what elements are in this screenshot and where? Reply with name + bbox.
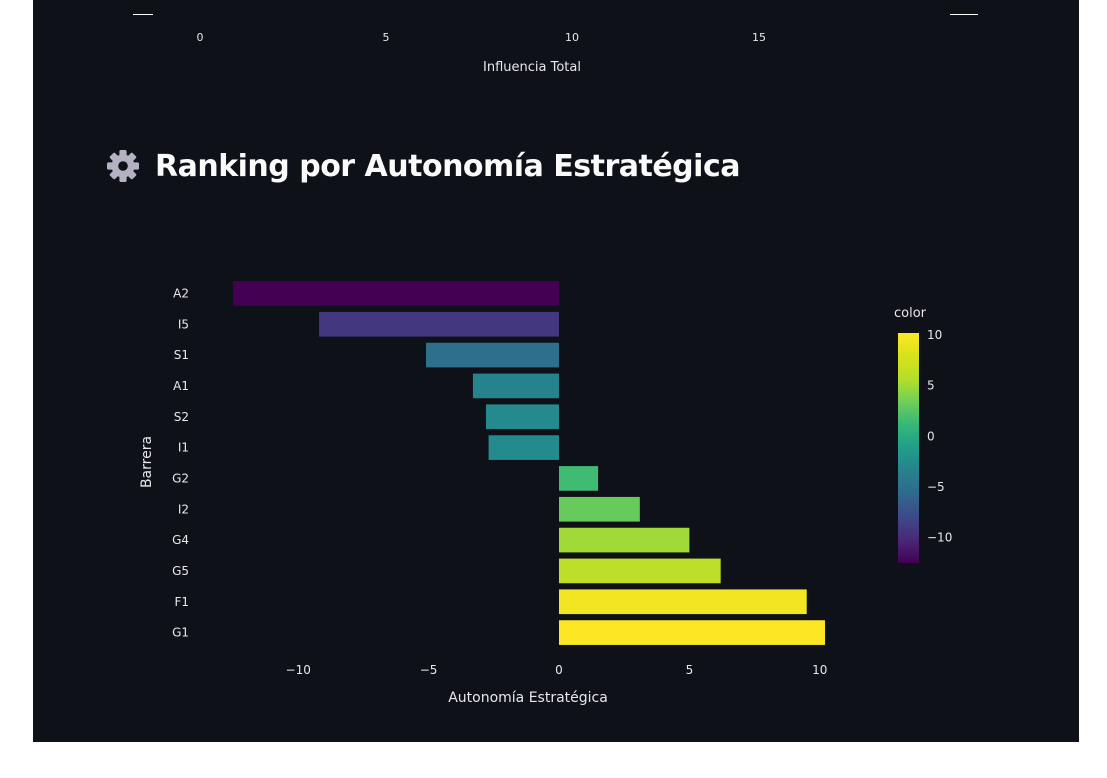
top-tick-label: 5: [383, 31, 390, 44]
bar-i2: [558, 496, 640, 522]
y-tick-label: G2: [172, 471, 189, 485]
x-tick-label: 0: [555, 663, 563, 677]
bar-i1: [488, 435, 559, 460]
bar-i5: [319, 311, 559, 337]
y-tick-label: S2: [174, 410, 189, 424]
x-tick-label: −5: [420, 663, 438, 677]
bar-g4: [558, 527, 690, 553]
y-axis-title: Barrera: [139, 436, 155, 488]
top-divider-left: [133, 14, 153, 15]
y-tick-label: G1: [172, 626, 189, 640]
bar-g2: [558, 466, 599, 491]
top-tick-label: 0: [197, 31, 204, 44]
y-tick-label: A1: [173, 379, 189, 393]
y-tick-label: I5: [178, 317, 189, 331]
top-divider-right: [950, 14, 978, 15]
top-tick-label: 15: [752, 31, 766, 44]
section-header: Ranking por Autonomía Estratégica: [105, 144, 740, 188]
y-tick-label: S1: [174, 348, 189, 362]
colorbar-tick-label: −5: [927, 480, 945, 494]
x-axis-title: Autonomía Estratégica: [448, 690, 608, 706]
top-axis-title: Influencia Total: [483, 60, 581, 75]
x-tick-label: 10: [812, 663, 827, 677]
y-tick-label: G4: [172, 533, 189, 547]
y-tick-label: I2: [178, 502, 189, 516]
bar-s2: [485, 404, 559, 430]
colorbar-tick-label: 5: [927, 379, 935, 393]
colorbar-tick-label: −10: [927, 531, 952, 545]
colorbar-tick-label: 10: [927, 328, 942, 342]
x-tick-label: −10: [286, 663, 311, 677]
bar-g5: [558, 558, 721, 584]
top-tick-label: 10: [565, 31, 579, 44]
gear-icon: [105, 148, 141, 184]
bar-f1: [558, 589, 807, 615]
x-tick-label: 5: [686, 663, 694, 677]
bar-s1: [425, 342, 559, 368]
bar-g1: [558, 620, 825, 645]
previous-chart-axis: 0 5 10 15 Influencia Total: [197, 31, 767, 75]
y-tick-label: A2: [173, 286, 189, 300]
colorbar: [898, 333, 919, 563]
y-tick-label: F1: [174, 595, 189, 609]
colorbar-tick-label: 0: [927, 429, 935, 443]
y-tick-label: I1: [178, 441, 189, 455]
bar-a1: [472, 373, 559, 399]
y-tick-label: G5: [172, 564, 189, 578]
page-title: Ranking por Autonomía Estratégica: [155, 148, 740, 184]
colorbar-title: color: [894, 306, 927, 321]
bar-a2: [233, 281, 559, 306]
